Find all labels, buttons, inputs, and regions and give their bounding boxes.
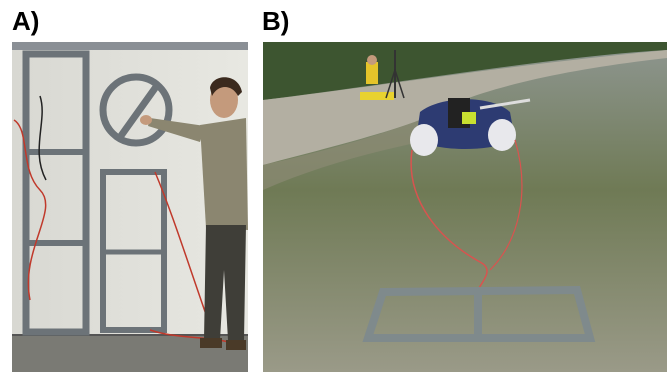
panel-label: B) (262, 6, 289, 36)
photo-b (263, 42, 667, 372)
panel-label: A) (12, 6, 39, 36)
photo-a (12, 42, 248, 372)
page: A) B) (0, 0, 669, 376)
figure: A) B) (0, 0, 669, 376)
